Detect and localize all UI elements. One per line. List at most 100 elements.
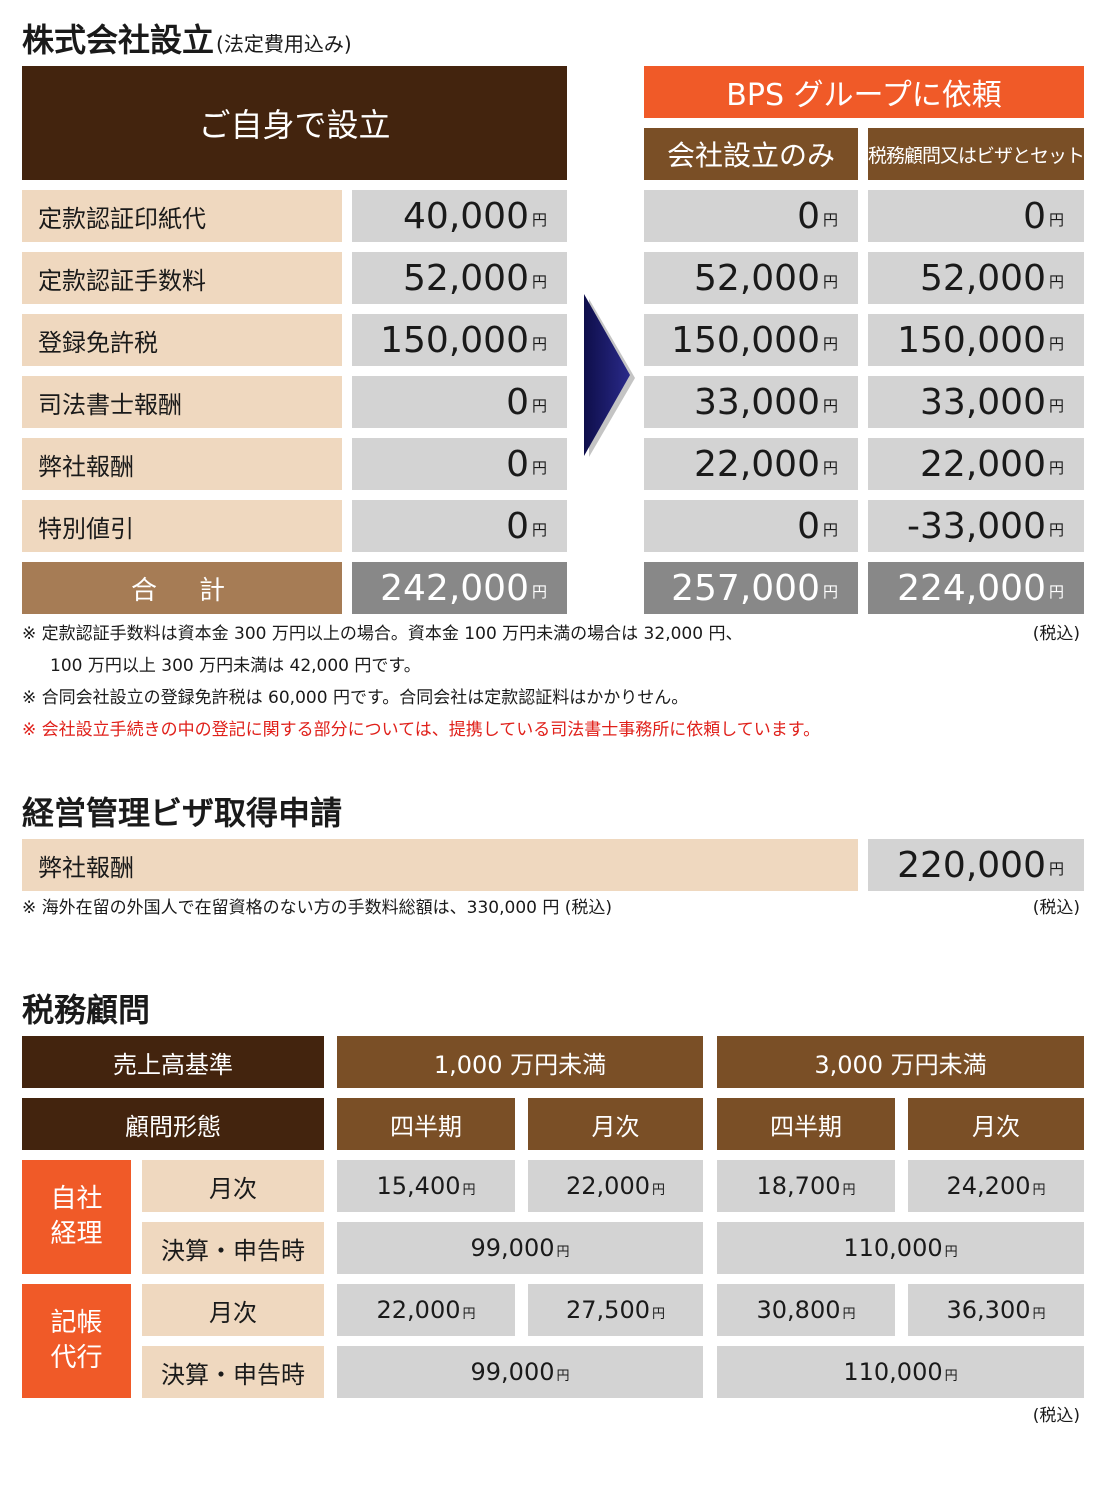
visa-note: ※ 海外在留の外国人で在留資格のない方の手数料総額は、330,000 円 (税込… <box>22 898 613 918</box>
g2-monthly-label: 月次 <box>142 1284 324 1336</box>
group-bookkeeping-agency: 記帳 代行 <box>22 1284 131 1398</box>
yen-unit: 円 <box>1048 458 1064 477</box>
quarterly-header-2: 四半期 <box>717 1098 895 1150</box>
sales-basis-header: 売上高基準 <box>22 1036 324 1088</box>
setup-only-amount: 22,000 <box>694 443 820 485</box>
yen-unit: 円 <box>531 396 547 415</box>
yen-unit: 円 <box>822 458 838 477</box>
g1-monthly-fee: 15,400 円 <box>337 1160 515 1212</box>
fee-row-self-value: 52,000 円 <box>352 252 567 304</box>
g2-settlement-fee: 99,000 円 <box>337 1346 703 1398</box>
yen-unit: 円 <box>531 582 547 601</box>
yen-unit: 円 <box>556 1368 570 1384</box>
with-set-amount: 22,000 <box>920 443 1046 485</box>
fee-amount: 15,400 <box>376 1172 461 1200</box>
visa-section-title: 経営管理ビザ取得申請 <box>22 794 343 832</box>
yen-unit: 円 <box>822 272 838 291</box>
yen-unit: 円 <box>1048 859 1064 878</box>
yen-unit: 円 <box>822 520 838 539</box>
company-setup-subtitle: (法定費用込み) <box>216 32 352 56</box>
self-amount: 40,000 <box>403 195 529 237</box>
visa-fee-amount: 220,000 <box>897 844 1046 886</box>
fee-row-setup-only-value: 22,000 円 <box>644 438 858 490</box>
yen-unit: 円 <box>531 334 547 353</box>
setup-only-amount: 0 <box>797 505 820 547</box>
fee-amount: 110,000 <box>843 1358 943 1386</box>
total-with-set-value: 224,000 円 <box>868 562 1084 614</box>
g2-monthly-fee: 27,500 円 <box>528 1284 703 1336</box>
note-1: ※ 定款認証手数料は資本金 300 万円以上の場合。資本金 100 万円未満の場… <box>22 624 743 644</box>
total-a-amount: 257,000 <box>671 567 820 609</box>
yen-unit: 円 <box>822 582 838 601</box>
g1-monthly-fee: 22,000 円 <box>528 1160 703 1212</box>
g2-monthly-fee: 36,300 円 <box>908 1284 1084 1336</box>
g2-settle-label: 決算・申告時 <box>142 1346 324 1398</box>
g2-monthly-fee: 30,800 円 <box>717 1284 895 1336</box>
fee-row-setup-only-value: 150,000 円 <box>644 314 858 366</box>
fee-row-label: 定款認証印紙代 <box>22 190 342 242</box>
self-amount: 150,000 <box>380 319 529 361</box>
fee-row-setup-only-value: 33,000 円 <box>644 376 858 428</box>
bps-group-header: BPS グループに依頼 <box>644 66 1084 118</box>
setup-only-amount: 0 <box>797 195 820 237</box>
fee-row-label: 定款認証手数料 <box>22 252 342 304</box>
with-set-amount: 33,000 <box>920 381 1046 423</box>
arrow-right-icon <box>584 294 635 457</box>
with-set-amount: 0 <box>1023 195 1046 237</box>
fee-row-label: 司法書士報酬 <box>22 376 342 428</box>
fee-row-self-value: 150,000 円 <box>352 314 567 366</box>
advisory-type-header: 顧問形態 <box>22 1098 324 1150</box>
g1-settle-label: 決算・申告時 <box>142 1222 324 1274</box>
self-amount: 0 <box>506 381 529 423</box>
fee-row-with-set-value: 33,000 円 <box>868 376 1084 428</box>
setup-only-amount: 150,000 <box>671 319 820 361</box>
yen-unit: 円 <box>1048 272 1064 291</box>
yen-unit: 円 <box>1048 520 1064 539</box>
fee-row-with-set-value: -33,000 円 <box>868 500 1084 552</box>
monthly-header-2: 月次 <box>908 1098 1084 1150</box>
fee-row-label: 特別値引 <box>22 500 342 552</box>
tax-included-note-1: (税込) <box>1032 624 1080 644</box>
fee-amount: 22,000 <box>566 1172 650 1200</box>
total-setup-only-value: 257,000 円 <box>644 562 858 614</box>
fee-amount: 110,000 <box>843 1234 943 1262</box>
yen-unit: 円 <box>462 1182 476 1198</box>
g1-monthly-fee: 24,200 円 <box>908 1160 1084 1212</box>
yen-unit: 円 <box>651 1182 665 1198</box>
note-2: ※ 合同会社設立の登録免許税は 60,000 円です。合同会社は定款認証料はかか… <box>22 688 689 708</box>
fee-row-setup-only-value: 52,000 円 <box>644 252 858 304</box>
yen-unit: 円 <box>1048 582 1064 601</box>
yen-unit: 円 <box>944 1244 958 1260</box>
fee-row-with-set-value: 150,000 円 <box>868 314 1084 366</box>
fee-amount: 24,200 <box>946 1172 1031 1200</box>
yen-unit: 円 <box>842 1306 856 1322</box>
fee-row-label: 登録免許税 <box>22 314 342 366</box>
with-set-amount: -33,000 <box>907 505 1046 547</box>
visa-fee-label: 弊社報酬 <box>22 839 858 891</box>
with-set-amount: 52,000 <box>920 257 1046 299</box>
fee-amount: 36,300 <box>946 1296 1031 1324</box>
fee-row-self-value: 40,000 円 <box>352 190 567 242</box>
under-10m-header: 1,000 万円未満 <box>337 1036 703 1088</box>
yen-unit: 円 <box>1048 210 1064 229</box>
self-amount: 0 <box>506 505 529 547</box>
total-self-value: 242,000 円 <box>352 562 567 614</box>
total-b-amount: 224,000 <box>897 567 1046 609</box>
note-3: ※ 会社設立手続きの中の登記に関する部分については、提携している司法書士事務所に… <box>22 720 821 740</box>
yen-unit: 円 <box>944 1368 958 1384</box>
quarterly-header-1: 四半期 <box>337 1098 515 1150</box>
tax-included-note-3: (税込) <box>1032 1406 1080 1426</box>
yen-unit: 円 <box>1032 1306 1046 1322</box>
yen-unit: 円 <box>462 1306 476 1322</box>
fee-row-with-set-value: 52,000 円 <box>868 252 1084 304</box>
g1-monthly-label: 月次 <box>142 1160 324 1212</box>
section-title-company-setup: 株式会社設立 (法定費用込み) <box>22 24 352 56</box>
yen-unit: 円 <box>1048 396 1064 415</box>
setup-only-amount: 33,000 <box>694 381 820 423</box>
tax-advisor-title: 税務顧問 <box>22 991 151 1029</box>
